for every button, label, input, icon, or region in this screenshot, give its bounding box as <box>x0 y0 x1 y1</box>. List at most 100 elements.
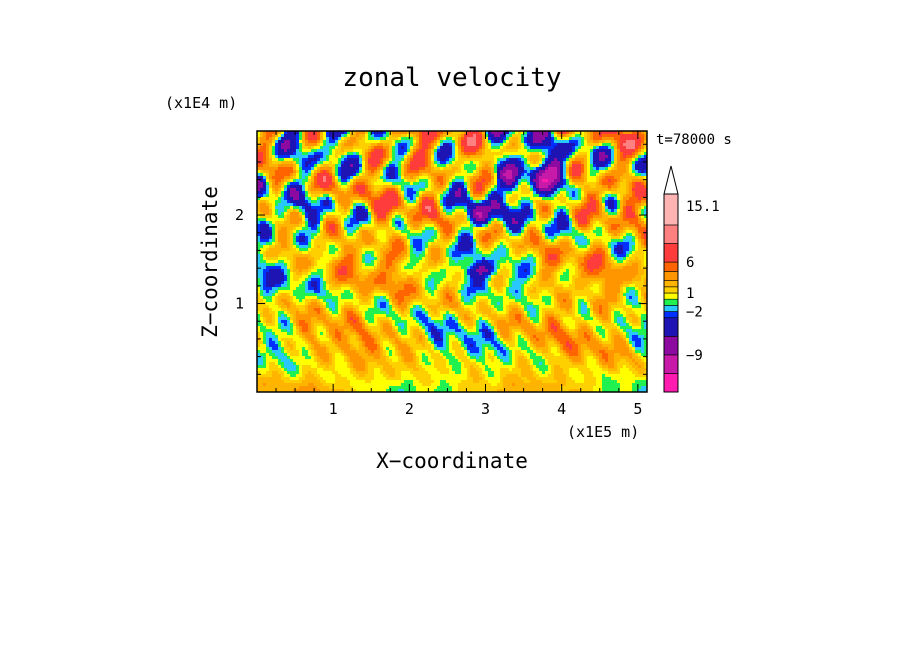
contour-cell <box>503 140 507 144</box>
contour-cell <box>596 221 600 225</box>
contour-cell <box>365 182 369 186</box>
contour-cell <box>392 215 396 219</box>
contour-cell <box>557 176 561 180</box>
contour-cell <box>413 194 417 198</box>
contour-cell <box>389 215 393 219</box>
contour-cell <box>416 140 420 144</box>
contour-cell <box>428 167 432 171</box>
contour-cell <box>287 224 291 228</box>
contour-cell <box>629 218 633 222</box>
contour-cell <box>626 137 630 141</box>
contour-cell <box>605 206 609 210</box>
contour-cell <box>341 218 345 222</box>
contour-cell <box>278 143 282 147</box>
contour-cell <box>488 134 492 138</box>
contour-cell <box>581 191 585 195</box>
contour-cell <box>311 137 315 141</box>
contour-cell <box>422 173 426 177</box>
contour-cell <box>278 152 282 156</box>
contour-cell <box>278 215 282 219</box>
contour-cell <box>629 227 633 231</box>
contour-cell <box>413 239 417 243</box>
contour-cell <box>362 212 366 216</box>
contour-cell <box>536 239 540 243</box>
contour-cell <box>512 230 516 234</box>
contour-cell <box>560 173 564 177</box>
contour-cell <box>437 167 441 171</box>
contour-cell <box>269 245 273 249</box>
contour-cell <box>554 194 558 198</box>
contour-cell <box>443 167 447 171</box>
contour-cell <box>533 161 537 165</box>
contour-cell <box>350 230 354 234</box>
contour-cell <box>311 131 315 135</box>
contour-cell <box>263 230 267 234</box>
contour-cell <box>419 170 423 174</box>
contour-cell <box>332 143 336 147</box>
contour-cell <box>440 167 444 171</box>
contour-cell <box>302 212 306 216</box>
contour-cell <box>275 170 279 174</box>
contour-cell <box>623 155 627 159</box>
contour-cell <box>626 206 630 210</box>
contour-cell <box>428 152 432 156</box>
contour-cell <box>629 191 633 195</box>
contour-cell <box>620 131 624 135</box>
contour-cell <box>449 134 453 138</box>
contour-cell <box>401 245 405 249</box>
contour-cell <box>362 200 366 204</box>
contour-cell <box>494 170 498 174</box>
contour-cell <box>398 242 402 246</box>
contour-cell <box>503 209 507 213</box>
contour-cell <box>533 242 537 246</box>
contour-cell <box>497 197 501 201</box>
contour-cell <box>296 194 300 198</box>
contour-cell <box>554 206 558 210</box>
contour-cell <box>569 185 573 189</box>
contour-cell <box>533 170 537 174</box>
contour-cell <box>569 173 573 177</box>
contour-cell <box>296 218 300 222</box>
contour-cell <box>317 167 321 171</box>
contour-cell <box>596 134 600 138</box>
contour-cell <box>557 227 561 231</box>
contour-cell <box>488 140 492 144</box>
contour-cell <box>575 131 579 135</box>
contour-cell <box>596 236 600 240</box>
contour-cell <box>476 131 480 135</box>
contour-cell <box>575 197 579 201</box>
contour-cell <box>542 227 546 231</box>
contour-cell <box>395 206 399 210</box>
contour-cell <box>422 242 426 246</box>
contour-cell <box>323 185 327 189</box>
contour-cell <box>605 236 609 240</box>
contour-cell <box>326 134 330 138</box>
contour-cell <box>587 185 591 189</box>
contour-cell <box>545 197 549 201</box>
contour-cell <box>557 140 561 144</box>
contour-cell <box>278 170 282 174</box>
contour-cell <box>518 197 522 201</box>
contour-cell <box>290 203 294 207</box>
contour-cell <box>296 206 300 210</box>
contour-cell <box>527 239 531 243</box>
contour-cell <box>302 236 306 240</box>
contour-cell <box>515 131 519 135</box>
contour-cell <box>302 191 306 195</box>
contour-cell <box>332 239 336 243</box>
contour-cell <box>440 185 444 189</box>
contour-cell <box>605 137 609 141</box>
contour-cell <box>347 200 351 204</box>
contour-cell <box>305 164 309 168</box>
contour-cell <box>635 137 639 141</box>
contour-cell <box>296 131 300 135</box>
contour-cell <box>470 191 474 195</box>
contour-cell <box>569 137 573 141</box>
contour-cell <box>533 203 537 207</box>
contour-cell <box>635 167 639 171</box>
contour-cell <box>464 131 468 135</box>
contour-cell <box>506 170 510 174</box>
contour-cell <box>611 236 615 240</box>
contour-cell <box>440 170 444 174</box>
contour-cell <box>440 233 444 237</box>
